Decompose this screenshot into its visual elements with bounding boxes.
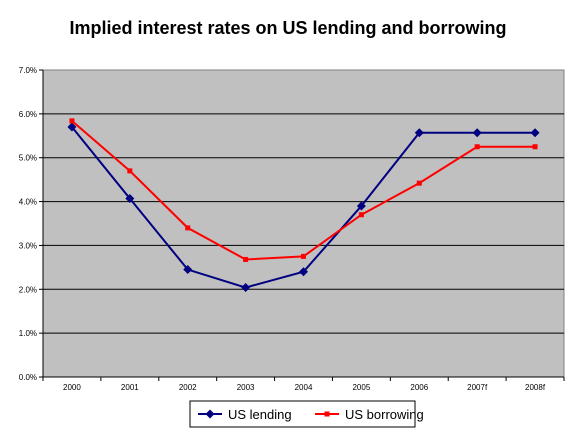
data-point-us-borrowing [358, 212, 364, 218]
plot-background [42, 69, 565, 378]
data-point-us-borrowing [474, 144, 480, 150]
y-tick-label: 7.0% [19, 66, 37, 75]
x-tick-label: 2006 [410, 383, 428, 392]
data-point-us-lending [414, 128, 424, 138]
x-tick-label: 2004 [295, 383, 313, 392]
data-point-us-borrowing [69, 118, 75, 124]
data-point-us-lending [67, 122, 77, 132]
data-point-us-borrowing [185, 225, 191, 231]
legend: US lending US borrowing [189, 400, 424, 428]
data-point-us-lending [183, 265, 193, 275]
data-point-us-lending [125, 194, 135, 204]
data-point-us-borrowing [416, 180, 422, 186]
y-tick-label: 2.0% [19, 285, 37, 294]
legend-marker-us-lending [205, 409, 215, 419]
legend-marker-us-borrowing [324, 411, 330, 417]
x-tick-label: 2002 [179, 383, 197, 392]
x-tick-label: 2000 [63, 383, 81, 392]
data-point-us-lending [472, 128, 482, 138]
y-tick-label: 4.0% [19, 198, 37, 207]
data-point-us-lending [241, 283, 251, 293]
x-tick-label: 2007f [467, 383, 488, 392]
data-point-us-borrowing [243, 256, 249, 262]
y-tick-label: 0.0% [19, 373, 37, 382]
x-tick-label: 2003 [237, 383, 255, 392]
plot-area: 0.0% 1.0% 2.0% 3.0% 4.0% 5.0% 6.0% 7.0% 2000 2001… [19, 66, 565, 392]
data-point-us-lending [530, 128, 540, 138]
chart-title: Implied interest rates on US lending and… [69, 18, 506, 38]
data-point-us-lending [299, 267, 308, 277]
legend-label-us-lending: US lending [228, 407, 292, 422]
y-tick-label: 1.0% [19, 329, 37, 338]
data-point-us-borrowing [301, 253, 306, 259]
y-tick-label: 6.0% [19, 110, 37, 119]
y-tick-label: 3.0% [19, 241, 37, 250]
data-point-us-borrowing [532, 144, 538, 150]
x-tick-label: 2005 [352, 383, 370, 392]
legend-label-us-borrowing: US borrowing [345, 407, 424, 422]
legend-box [189, 400, 416, 428]
x-tick-label: 2001 [121, 383, 139, 392]
data-point-us-borrowing [127, 168, 133, 174]
x-tick-label: 2008f [525, 383, 546, 392]
data-point-us-lending [356, 201, 366, 211]
y-tick-label: 5.0% [19, 154, 37, 163]
